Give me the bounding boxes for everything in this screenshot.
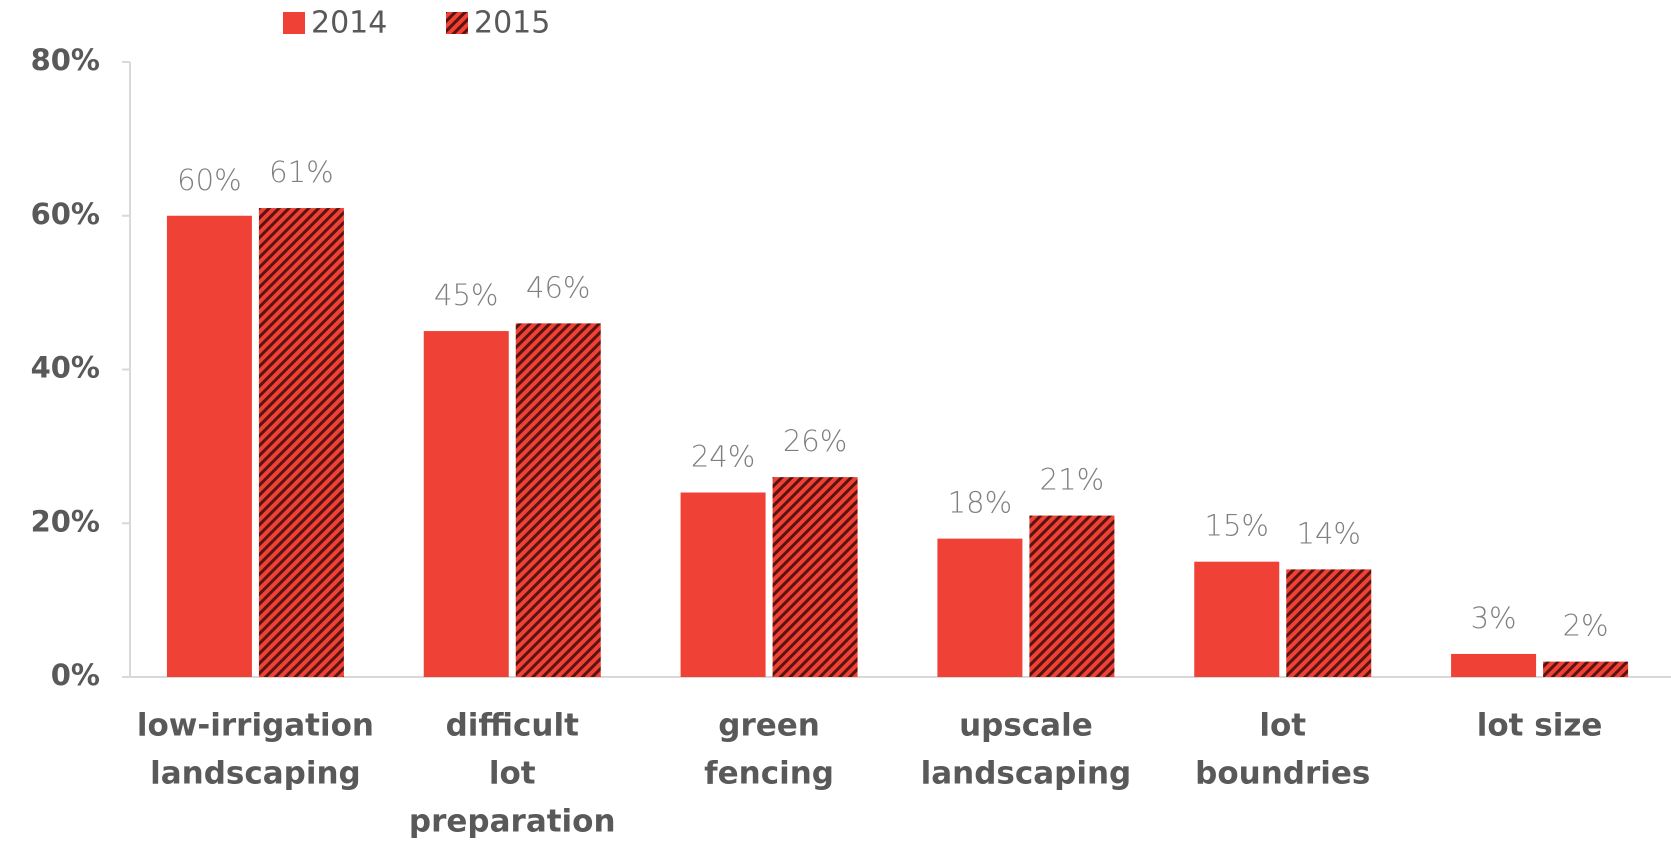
value-label: 24%	[691, 440, 755, 474]
value-label: 2%	[1563, 609, 1609, 643]
value-label: 18%	[948, 486, 1012, 520]
bar	[166, 215, 252, 677]
x-tick-label: low-irrigation	[137, 708, 374, 744]
bar	[1543, 661, 1629, 677]
value-label: 3%	[1471, 601, 1517, 635]
bar	[1451, 653, 1537, 677]
x-tick-label: lot	[489, 756, 536, 792]
value-label: 45%	[434, 278, 498, 312]
value-label: 14%	[1297, 516, 1361, 550]
value-label: 26%	[783, 424, 847, 458]
y-tick-label: 20%	[31, 504, 100, 538]
x-tick-label: preparation	[409, 804, 616, 840]
bar	[515, 323, 601, 677]
x-tick-label: difficult	[446, 708, 579, 744]
legend-label: 2015	[474, 6, 550, 41]
x-tick-label: boundries	[1195, 756, 1370, 792]
x-tick-label: landscaping	[921, 756, 1132, 792]
bar	[1029, 515, 1115, 677]
x-tick-label: landscaping	[150, 756, 361, 792]
value-label: 21%	[1040, 463, 1104, 497]
x-tick-label: upscale	[959, 708, 1093, 744]
bar	[680, 492, 766, 677]
x-tick-label: lot	[1259, 708, 1306, 744]
bar	[937, 538, 1023, 677]
bar	[1286, 569, 1372, 677]
y-tick-label: 80%	[31, 43, 100, 77]
y-tick-label: 60%	[31, 197, 100, 231]
value-label: 60%	[177, 163, 241, 197]
legend-label: 2014	[311, 6, 387, 41]
value-label: 15%	[1205, 509, 1269, 543]
legend-swatch	[283, 12, 305, 34]
y-tick-label: 40%	[31, 351, 100, 385]
bar	[258, 208, 344, 677]
bar	[1194, 561, 1280, 677]
x-tick-label: lot size	[1477, 708, 1603, 744]
value-label: 61%	[269, 155, 333, 189]
x-tick-label: green	[718, 708, 820, 744]
y-tick-label: 0%	[51, 658, 100, 692]
x-tick-label: fencing	[704, 756, 834, 792]
legend-swatch	[446, 12, 468, 34]
bar	[423, 331, 509, 677]
value-label: 46%	[526, 270, 590, 304]
bar	[772, 477, 858, 677]
